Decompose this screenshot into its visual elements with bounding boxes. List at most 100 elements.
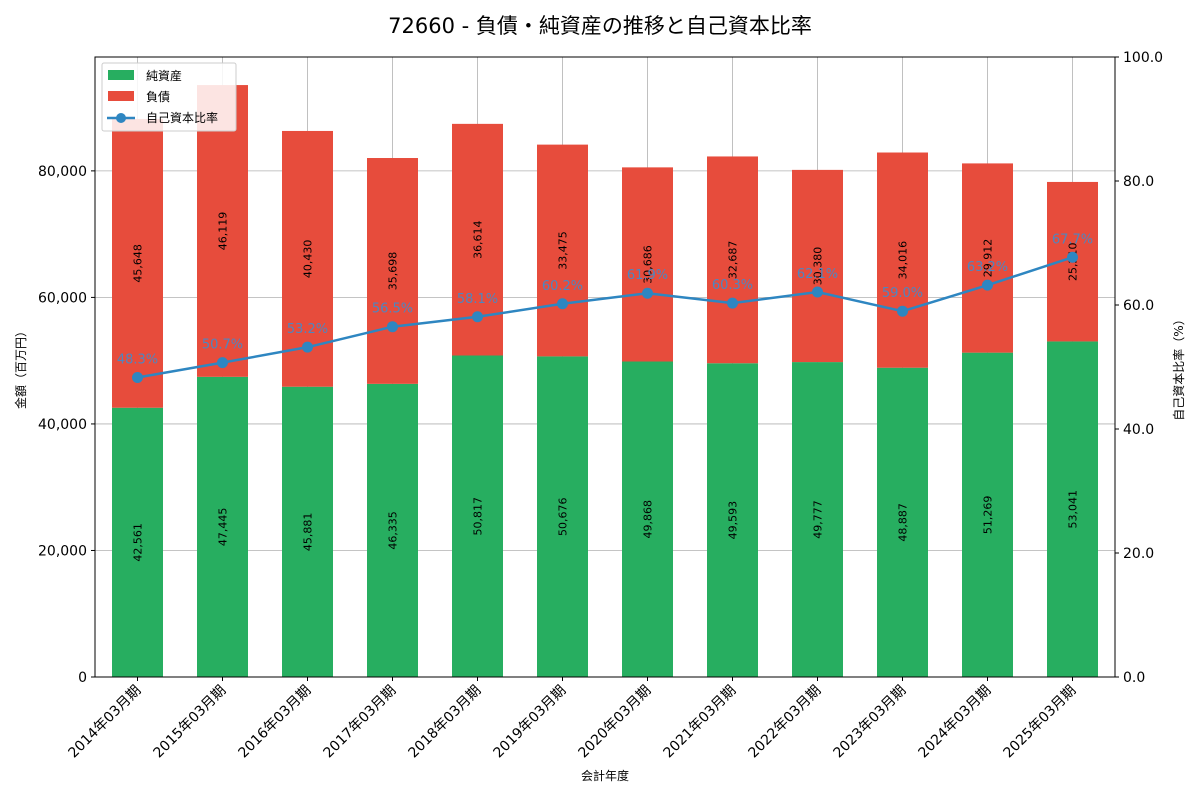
bar-label-net-assets: 49,593: [727, 501, 740, 540]
bar-net-assets: [452, 355, 503, 677]
bar-net-assets: [537, 356, 588, 677]
bar-liabilities: [537, 144, 588, 357]
x-axis-ticks: 2014年03月期 2015年03月期 2016年03月期 2017年03月期 2018…: [66, 677, 1080, 762]
ratio-point: [897, 305, 908, 317]
bar-label-liabilities: 46,119: [217, 212, 230, 251]
ratio-label: 56.5%: [372, 302, 413, 317]
legend-marker-ratio: [116, 113, 126, 123]
bar-labels: 42,561 45,648 47,445 46,119 45,881 40,430 46,3…: [132, 212, 1080, 562]
bar-net-assets: [622, 361, 673, 677]
legend-swatch-liabilities: [108, 91, 134, 101]
bar-net-assets: [877, 367, 928, 677]
bar-liabilities: [622, 167, 673, 362]
x-tick-label: 2016年03月期: [236, 683, 315, 762]
ratio-point: [217, 357, 228, 369]
bar-net-assets: [367, 383, 418, 677]
bar-net-assets: [197, 376, 248, 677]
y2-tick-label: 60.0: [1123, 298, 1154, 314]
y-tick-label: 40,000: [38, 417, 87, 433]
bar-net-assets: [707, 363, 758, 677]
bar-label-net-assets: 42,561: [132, 523, 145, 562]
bar-label-net-assets: 48,887: [897, 503, 910, 542]
bar-label-net-assets: 50,676: [557, 497, 570, 536]
bar-label-liabilities: 40,430: [302, 240, 315, 279]
chart-title: 72660 - 負債・純資産の推移と自己資本比率: [388, 14, 812, 38]
bar-label-liabilities: 30,380: [812, 247, 825, 286]
x-tick-label: 2025年03月期: [1001, 683, 1080, 762]
y2-tick-label: 20.0: [1123, 546, 1154, 562]
bar-liabilities: [197, 85, 248, 377]
y2-tick-label: 40.0: [1123, 422, 1154, 438]
legend-label-liabilities: 負債: [146, 89, 170, 104]
y2-tick-label: 80.0: [1123, 174, 1154, 190]
legend-swatch-net-assets: [108, 70, 134, 80]
bar-liabilities: [112, 118, 163, 408]
bar-label-net-assets: 49,868: [642, 500, 655, 539]
ratio-label: 53.2%: [287, 322, 328, 337]
bar-label-net-assets: 45,881: [302, 513, 315, 552]
ratio-point: [472, 311, 483, 323]
y-tick-label: 0: [78, 670, 87, 686]
ratio-label: 63.2%: [967, 260, 1008, 275]
x-tick-label: 2021年03月期: [661, 683, 740, 762]
y-tick-label: 60,000: [38, 290, 87, 306]
ratio-line: 48.3% 50.7% 53.2% 56.5% 58.1% 60.2% 61.9% 60.3%…: [117, 232, 1093, 384]
bar-label-liabilities: 35,698: [387, 252, 400, 291]
ratio-point: [982, 279, 993, 291]
x-axis-label: 会計年度: [581, 768, 629, 783]
ratio-line-path: [137, 256, 1073, 379]
y2-tick-label: 0.0: [1123, 670, 1145, 686]
x-tick-label: 2015年03月期: [151, 683, 230, 762]
bar-net-assets: [1047, 341, 1098, 677]
legend-box: [101, 62, 237, 132]
ratio-point: [387, 321, 398, 333]
ratio-point: [812, 286, 823, 298]
x-tick-label: 2019年03月期: [491, 683, 570, 762]
legend-label-net-assets: 純資産: [146, 68, 182, 83]
bars: [112, 85, 1098, 677]
y-axis-ticks: 0 20,000 40,000 60,000 80,000: [38, 164, 95, 686]
x-tick-label: 2017年03月期: [321, 683, 400, 762]
ratio-label: 61.9%: [627, 268, 668, 283]
ratio-label: 60.2%: [542, 279, 583, 294]
x-tick-label: 2022年03月期: [746, 683, 825, 762]
bar-label-net-assets: 53,041: [1067, 490, 1080, 529]
ratio-label: 59.0%: [882, 286, 923, 301]
bar-liabilities: [962, 163, 1013, 353]
x-tick-label: 2020年03月期: [576, 683, 655, 762]
bar-net-assets: [792, 362, 843, 677]
bar-liabilities: [792, 169, 843, 363]
y-axis-label: 金額（百万円）: [13, 325, 28, 409]
bar-label-liabilities: 30,686: [642, 245, 655, 284]
bar-label-net-assets: 51,269: [982, 496, 995, 535]
bar-liabilities: [877, 152, 928, 368]
ratio-point: [302, 341, 313, 353]
ratio-label: 67.7%: [1052, 232, 1093, 247]
y2-axis-ticks: 0.0 20.0 40.0 60.0 80.0 100.0: [1115, 50, 1163, 686]
ratio-label: 50.7%: [202, 338, 243, 353]
ratio-point: [132, 372, 143, 384]
x-tick-label: 2023年03月期: [831, 683, 910, 762]
bar-label-liabilities: 45,648: [132, 244, 145, 283]
y2-axis-label: 自己資本比率（%）: [1171, 313, 1186, 420]
bar-label-liabilities: 33,475: [557, 231, 570, 269]
ratio-label: 48.3%: [117, 353, 158, 368]
x-tick-label: 2018年03月期: [406, 683, 485, 762]
bar-label-net-assets: 49,777: [812, 500, 825, 539]
ratio-point: [727, 297, 738, 309]
legend-label-ratio: 自己資本比率: [146, 110, 218, 125]
ratio-label: 60.3%: [712, 278, 753, 293]
bar-liabilities: [707, 156, 758, 364]
y-tick-label: 80,000: [38, 164, 87, 180]
ratio-point: [642, 287, 653, 299]
bar-label-net-assets: 50,817: [472, 497, 485, 536]
x-tick-label: 2014年03月期: [66, 683, 145, 762]
bar-label-net-assets: 46,335: [387, 511, 400, 550]
bar-liabilities: [367, 158, 418, 384]
ratio-label: 58.1%: [457, 292, 498, 307]
x-tick-label: 2024年03月期: [916, 683, 995, 762]
y-tick-label: 20,000: [38, 543, 87, 559]
ratio-point: [557, 298, 568, 310]
ratio-label: 62.1%: [797, 267, 838, 282]
